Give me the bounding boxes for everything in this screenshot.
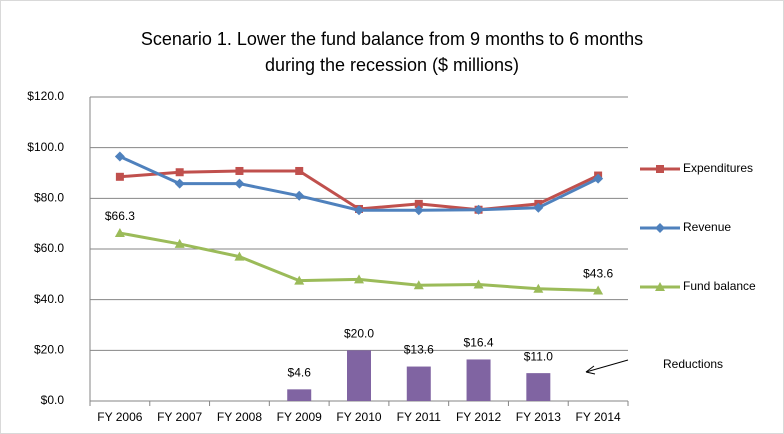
marker [114, 151, 125, 162]
y-tick-label: $120.0 [27, 89, 64, 103]
marker [114, 228, 125, 238]
marker [533, 202, 544, 213]
marker [295, 166, 304, 175]
marker [174, 238, 185, 248]
marker [294, 275, 305, 285]
legend-label: Fund balance [683, 279, 756, 293]
chart-title: during the recession ($ millions) [265, 55, 519, 75]
x-tick-label: FY 2014 [576, 410, 621, 424]
marker [294, 190, 305, 201]
y-tick-label: $0.0 [41, 393, 65, 407]
marker [533, 283, 544, 293]
marker [593, 173, 604, 184]
marker [473, 279, 484, 289]
chart-title: Scenario 1. Lower the fund balance from … [141, 29, 643, 49]
marker [593, 285, 604, 295]
x-tick-label: FY 2012 [456, 410, 501, 424]
marker [175, 168, 184, 177]
bar [347, 350, 371, 401]
data-label: $13.6 [404, 343, 434, 357]
x-tick-label: FY 2010 [336, 410, 381, 424]
x-tick-label: FY 2008 [217, 410, 262, 424]
marker [174, 178, 185, 189]
marker [413, 205, 424, 216]
bar [406, 366, 431, 401]
marker [414, 199, 423, 208]
data-label: $4.6 [288, 366, 312, 380]
annotation-arrow [585, 359, 629, 373]
y-tick-label: $20.0 [34, 343, 64, 357]
x-tick-label: FY 2011 [397, 410, 442, 424]
marker [234, 251, 245, 261]
marker [413, 280, 424, 290]
marker [115, 172, 124, 181]
y-tick-label: $80.0 [34, 191, 64, 205]
y-tick-label: $100.0 [27, 140, 64, 154]
marker [655, 223, 665, 233]
y-tick-label: $40.0 [34, 292, 64, 306]
marker [656, 165, 664, 173]
bar [287, 389, 312, 401]
marker [354, 274, 364, 284]
bar [526, 373, 551, 401]
marker [235, 166, 244, 175]
annotation-label: Reductions [663, 357, 723, 371]
legend-label: Revenue [683, 220, 731, 234]
data-label: $43.6 [583, 267, 613, 281]
data-label: $66.3 [105, 209, 135, 223]
data-label: $20.0 [344, 327, 374, 341]
marker [473, 204, 484, 215]
marker [655, 282, 665, 291]
annotation-arrow-head [585, 365, 596, 375]
data-label: $11.0 [524, 349, 553, 363]
y-tick-label: $60.0 [34, 241, 64, 255]
legend-label: Expenditures [683, 161, 753, 175]
data-label: $16.4 [464, 336, 494, 350]
bar [466, 359, 491, 401]
x-tick-label: FY 2013 [516, 410, 561, 424]
x-tick-label: FY 2007 [157, 410, 202, 424]
x-tick-label: FY 2006 [97, 410, 142, 424]
marker [354, 205, 364, 216]
marker [234, 178, 245, 189]
x-tick-label: FY 2009 [277, 410, 322, 424]
